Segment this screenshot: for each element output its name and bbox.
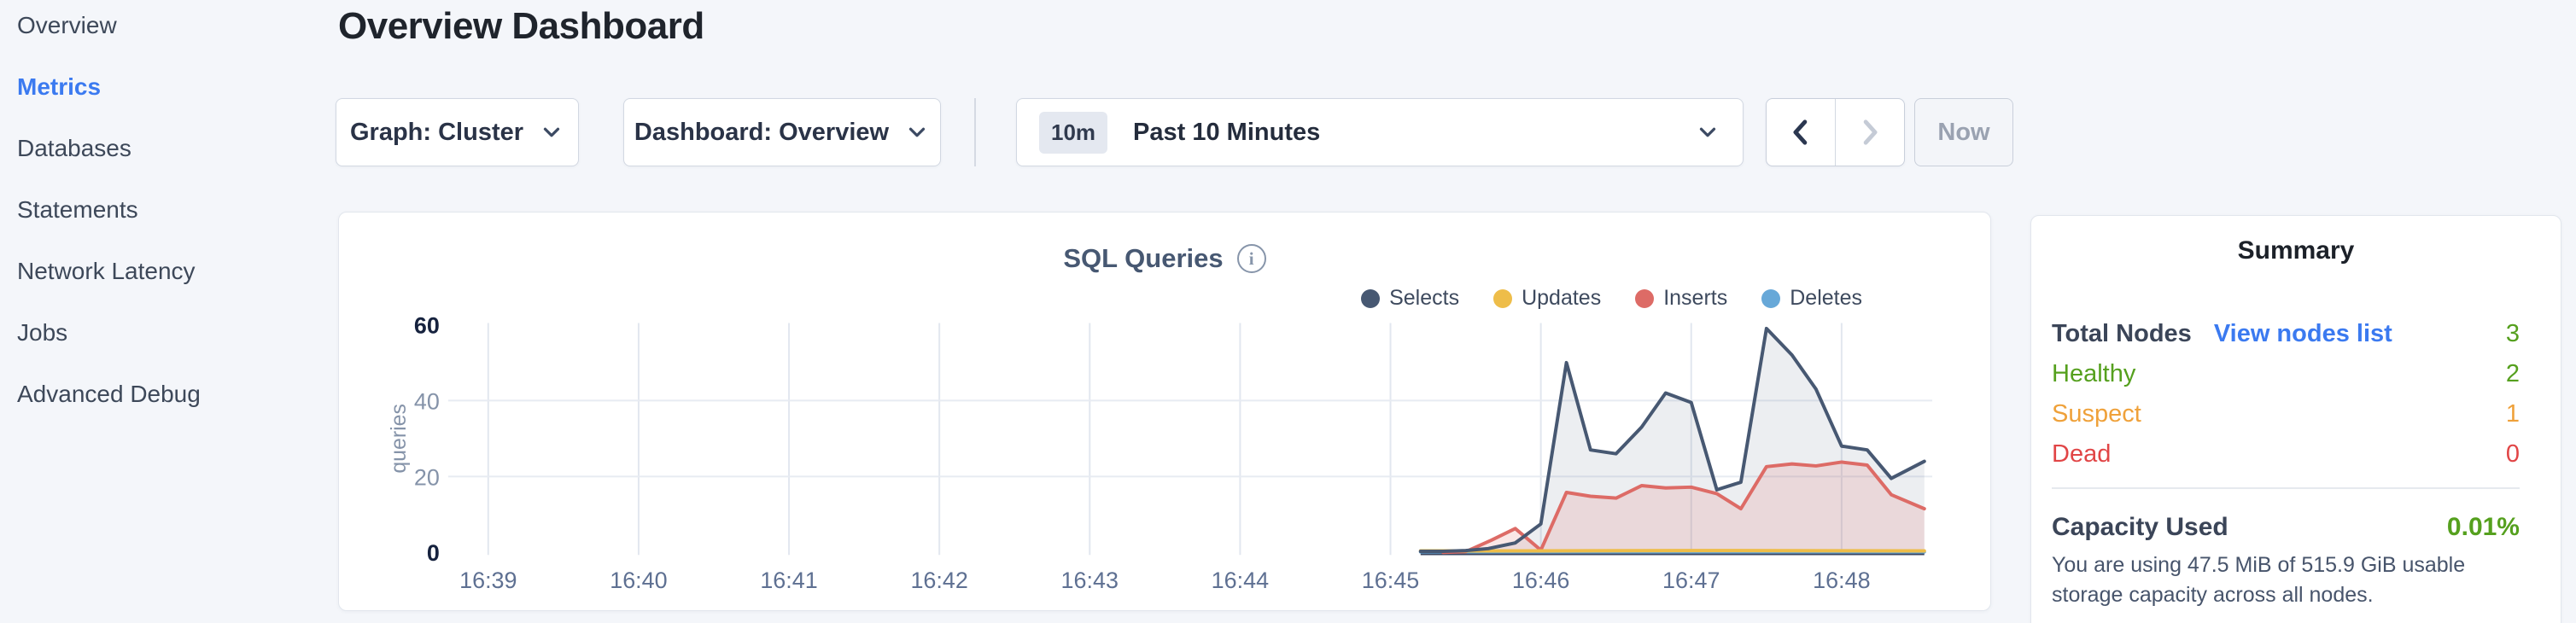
capacity-description: You are using 47.5 MiB of 515.9 GiB usab… [2052,553,2466,607]
dead-nodes-row: Dead 0 [2052,439,2520,470]
dashboard-label: Dashboard: Overview [634,118,890,146]
chart-title-row: SQL Queries i [339,243,1990,274]
total-nodes-value: 3 [2505,320,2520,347]
chevron-down-icon [543,127,560,137]
total-nodes-row: Total Nodes View nodes list 3 [2052,318,2520,350]
svg-text:queries: queries [387,404,411,474]
svg-text:16:43: 16:43 [1061,568,1119,593]
healthy-nodes-row: Healthy 2 [2052,358,2520,390]
svg-text:60: 60 [414,312,440,338]
info-icon[interactable]: i [1236,244,1266,273]
legend-item-inserts[interactable]: Inserts [1635,286,1727,311]
graph-scope-label: Graph: Cluster [349,118,524,146]
page-title: Overview Dashboard [338,5,704,47]
chart-title: SQL Queries [1063,243,1224,273]
capacity-used-label: Capacity Used [2052,513,2228,541]
view-nodes-list-link[interactable]: View nodes list [2213,320,2392,347]
toolbar-divider [974,98,976,166]
svg-text:16:40: 16:40 [610,568,667,593]
chevron-down-icon [908,127,926,137]
summary-title: Summary [2237,236,2355,265]
suspect-nodes-row: Suspect 1 [2052,399,2520,430]
svg-text:0: 0 [427,540,440,566]
svg-text:16:48: 16:48 [1813,568,1870,593]
legend-item-deletes[interactable]: Deletes [1761,286,1862,311]
time-range-label: Past 10 Minutes [1133,118,1321,146]
sidebar: Overview Metrics Databases Statements Ne… [0,0,338,623]
sidebar-item-overview[interactable]: Overview [17,12,117,38]
time-range-badge: 10m [1039,111,1108,154]
updates-legend-dot [1493,288,1513,308]
svg-text:16:42: 16:42 [910,568,967,593]
dead-label: Dead [2052,440,2112,468]
selects-legend-dot [1361,288,1381,308]
sql-queries-plot[interactable]: 16:39 16:40 16:41 16:42 16:43 16:44 16:45 16:46… [339,213,1990,610]
sidebar-item-advanced-debug[interactable]: Advanced Debug [17,381,201,407]
time-step-back-button[interactable] [1767,99,1835,166]
svg-text:16:45: 16:45 [1362,568,1419,593]
legend-label: Deletes [1790,286,1862,310]
svg-text:16:39: 16:39 [459,568,517,593]
graph-scope-dropdown[interactable]: Graph: Cluster [336,98,579,166]
chart-legend: Selects Updates Inserts Deletes [1361,286,1862,311]
capacity-used-row: Capacity Used 0.01% [2052,511,2520,544]
legend-label: Inserts [1663,286,1728,310]
svg-text:20: 20 [414,464,440,490]
now-button[interactable]: Now [1914,98,2013,166]
time-range-selector[interactable]: 10m Past 10 Minutes [1016,98,1744,166]
total-nodes-label: Total Nodes [2052,320,2192,347]
svg-text:16:44: 16:44 [1212,568,1269,593]
summary-card: Summary Total Nodes View nodes list 3 He… [2030,215,2561,623]
legend-item-selects[interactable]: Selects [1361,286,1459,311]
now-button-label: Now [1937,118,1990,146]
healthy-value: 2 [2505,360,2520,387]
inserts-legend-dot [1635,288,1655,308]
svg-text:16:47: 16:47 [1662,568,1720,593]
chevron-left-icon [1793,119,1808,145]
suspect-value: 1 [2505,400,2520,428]
suspect-label: Suspect [2052,400,2141,428]
healthy-label: Healthy [2052,360,2136,387]
sidebar-item-statements[interactable]: Statements [17,196,138,223]
svg-text:16:41: 16:41 [760,568,817,593]
capacity-used-value: 0.01% [2446,513,2520,541]
sidebar-item-databases[interactable]: Databases [17,135,131,161]
sidebar-item-network-latency[interactable]: Network Latency [17,258,196,284]
svg-text:40: 40 [414,388,440,414]
legend-label: Selects [1389,286,1460,310]
summary-rows: Total Nodes View nodes list 3 Healthy 2 … [2052,318,2520,479]
summary-divider [2052,487,2520,489]
dashboard-dropdown[interactable]: Dashboard: Overview [623,98,941,166]
svg-text:16:46: 16:46 [1512,568,1569,593]
chevron-down-icon [1699,127,1716,137]
sidebar-item-metrics[interactable]: Metrics [17,73,102,100]
chevron-right-icon [1863,119,1878,145]
dead-value: 0 [2505,440,2520,468]
sidebar-item-jobs[interactable]: Jobs [17,319,68,346]
toolbar: Graph: Cluster Dashboard: Overview 10m P… [0,98,2576,166]
deletes-legend-dot [1761,288,1781,308]
sql-queries-chart-card: SQL Queries i Selects Updates Inserts De… [338,212,1991,611]
legend-label: Updates [1522,286,1602,310]
time-step-buttons [1766,98,1905,166]
time-step-forward-button[interactable] [1835,99,1904,166]
legend-item-updates[interactable]: Updates [1493,286,1601,311]
